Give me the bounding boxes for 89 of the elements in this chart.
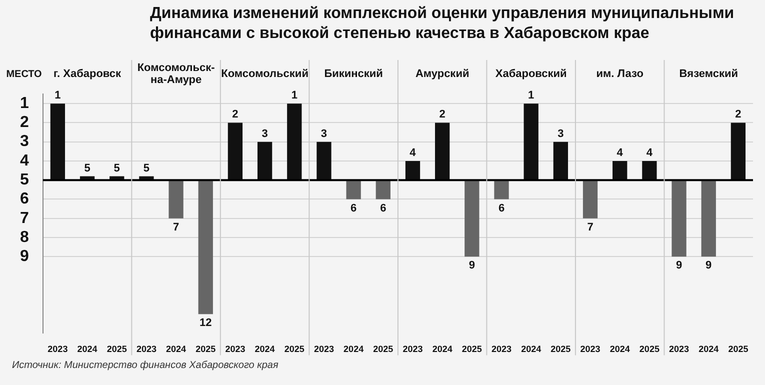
bar [376,180,390,200]
data-label: 9 [676,260,682,272]
bar [642,160,657,180]
data-label: 3 [320,128,328,140]
data-label: 5 [114,162,120,174]
bar [672,180,686,257]
x-tick-label: 2025 [284,344,304,354]
bar [198,180,213,314]
x-tick-label: 2023 [402,344,423,354]
data-label: 7 [587,221,594,234]
bar [612,160,628,180]
bar [287,104,302,180]
bar [464,180,480,257]
bar [730,122,746,180]
x-tick-label: 2025 [550,344,571,354]
x-tick-label: 2024 [610,344,630,354]
bar [346,180,361,200]
data-label: 2 [439,108,446,121]
x-tick-label: 2025 [373,344,394,354]
x-tick-label: 2024 [698,344,719,354]
x-tick-label: 2023 [580,344,600,354]
x-tick-label: 2025 [728,344,748,354]
text: Комсомольский [221,68,308,80]
bar [701,180,716,257]
bar [50,104,66,180]
x-tick-label: 2023 [225,344,246,354]
x-tick-label: 2025 [106,344,127,354]
text: Бикинский [324,68,383,80]
bar [405,160,420,180]
bar [435,122,450,180]
x-tick-label: 2024 [254,344,275,354]
bar [524,104,538,180]
data-label: 4 [410,147,417,160]
x-tick-label: 2024 [432,344,452,354]
text: Вяземский [679,68,738,80]
x-tick-label: 2023 [314,344,334,354]
y-tick-label: 5 [20,172,29,189]
data-label: 3 [558,128,564,140]
data-label: 1 [291,90,298,102]
data-label: 4 [646,147,654,160]
x-tick-label: 2024 [77,344,98,354]
text: г. Хабаровск [54,68,122,80]
data-label: 4 [616,147,624,160]
text: Хабаровский [495,68,567,80]
data-label: 3 [262,128,268,140]
x-tick-label: 2025 [639,344,660,354]
data-label: 1 [528,90,534,102]
data-label: 6 [498,202,505,214]
bar [582,180,598,218]
bar [228,122,243,180]
text: Амурский [415,68,470,80]
data-label: 1 [54,90,61,102]
text: Источник: Министерство финансов Хабаровского края [12,360,278,371]
x-tick-label: 2023 [136,344,156,354]
y-axis-title: МЕСТО [6,68,42,80]
bar [494,180,509,200]
data-label: 9 [706,260,712,272]
data-label: 7 [172,221,180,234]
data-label: 6 [350,202,357,214]
bar [316,142,332,180]
data-label: 5 [84,162,90,174]
x-tick-label: 2024 [344,344,364,354]
x-tick-label: 2024 [166,344,186,354]
data-label: 6 [380,202,386,214]
y-tick-label: 8 [20,228,29,246]
x-tick-label: 2023 [669,344,690,354]
x-tick-label: 2025 [462,344,482,354]
x-tick-label: 2023 [48,344,68,354]
y-tick-label: 9 [20,248,29,266]
chart-title: Динамика изменений комплексной оценки управления муниципальными финансами с высокой степенью качества в Хабаровском крае [150,4,736,44]
data-label: 9 [468,260,475,272]
data-label: 12 [200,317,212,330]
y-tick-label: 2 [20,114,29,132]
y-tick-label: 3 [20,133,29,150]
data-label: 5 [143,162,150,174]
text: им. Лазо [596,68,644,80]
bar [257,142,272,180]
bar [168,180,184,218]
text: Комсомольск-на-Амуре [137,62,216,86]
x-tick-label: 2023 [491,344,512,354]
y-tick-label: 7 [20,210,29,227]
data-label: 2 [232,108,238,121]
y-tick-label: 4 [20,152,29,170]
bar [553,142,568,180]
x-tick-label: 2025 [196,344,216,354]
y-tick-label: 1 [20,94,29,112]
data-label: 2 [735,108,742,121]
x-tick-label: 2024 [521,344,542,354]
y-tick-label: 6 [20,190,29,208]
